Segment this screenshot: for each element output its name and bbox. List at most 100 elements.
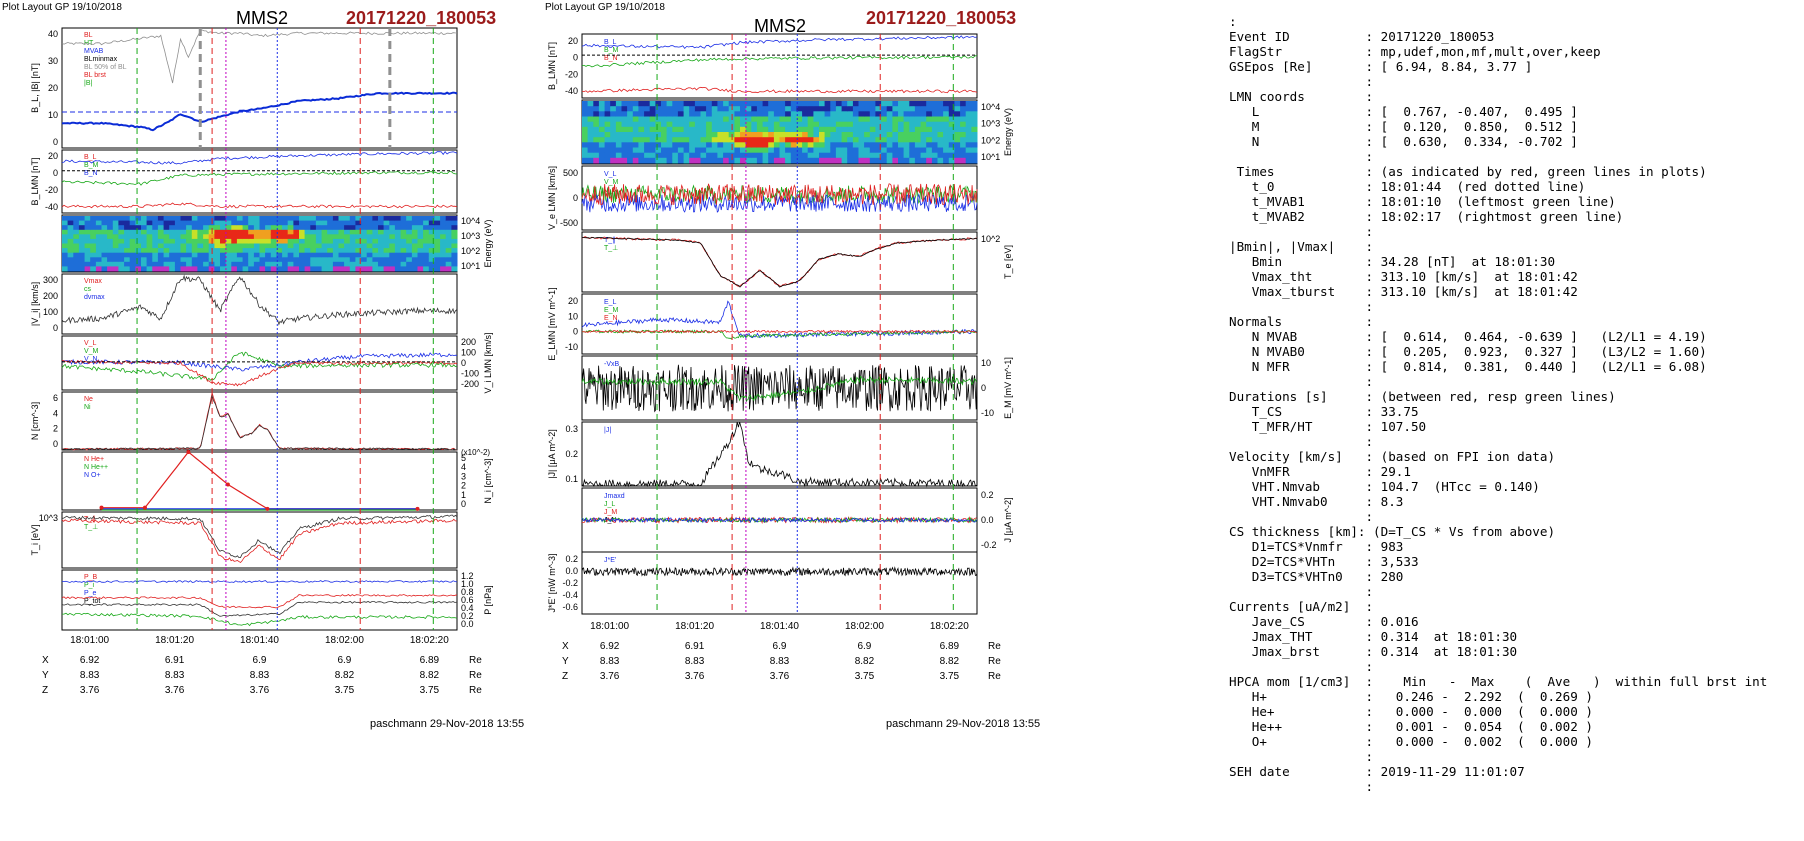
spectrogram-cell — [773, 111, 780, 117]
spectrogram-cell — [349, 238, 356, 244]
panel-frame — [61, 149, 458, 214]
spectrogram-cell — [824, 111, 831, 117]
spectrogram-cell — [824, 137, 831, 143]
y-tick-label: 0 — [573, 327, 578, 337]
spectrogram-cell — [417, 252, 424, 258]
spectrogram-cell — [943, 126, 950, 133]
spectrogram-cell — [627, 152, 634, 159]
position-unit: Re — [988, 656, 1001, 667]
spectrogram-cell — [971, 157, 978, 164]
spectrogram-cell — [931, 132, 938, 138]
spectrogram-cell — [914, 137, 921, 143]
spectrogram-cell — [400, 248, 407, 254]
spectrogram-cell — [220, 238, 227, 244]
summary-line: t_MVAB2 : 18:02:17 (rightmost green line… — [1229, 209, 1624, 224]
spectrogram-cell — [723, 157, 730, 164]
spectrogram-cell — [604, 126, 611, 133]
spectrogram-cell — [796, 111, 803, 117]
spectrogram-cell — [344, 266, 351, 272]
spectrogram-cell — [259, 252, 266, 258]
spectrogram-cell — [892, 147, 899, 154]
spectrogram-cell — [389, 229, 396, 235]
spectrogram-cell — [118, 243, 125, 249]
spectrogram-cell — [632, 132, 639, 138]
y-tick-label: 3 — [461, 471, 466, 481]
spectrogram-cell — [321, 261, 328, 267]
ion-energy-spectrogram — [62, 216, 458, 272]
spectrogram-cell — [892, 152, 899, 159]
spectrogram-cell — [768, 157, 775, 164]
spectrogram-cell — [948, 111, 955, 117]
spectrogram-cell — [621, 142, 628, 148]
legend-entry: P_B — [84, 574, 98, 581]
spectrogram-cell — [971, 132, 978, 138]
y-tick-label: 2 — [461, 481, 466, 491]
spectrogram-cell — [152, 252, 159, 258]
spectrogram-cell — [593, 101, 600, 107]
spectrogram-cell — [931, 152, 938, 159]
spectrogram-cell — [593, 111, 600, 117]
spectrogram-cell — [445, 252, 452, 258]
y-tick-label: 0 — [573, 53, 578, 63]
spectrogram-cell — [332, 234, 339, 240]
spectrogram-cell — [451, 266, 458, 272]
spectrogram-cell — [864, 142, 871, 148]
spectrogram-cell — [383, 220, 390, 226]
spectrogram-cell — [717, 152, 724, 159]
spectrogram-cell — [383, 243, 390, 249]
spectrogram-cell — [355, 257, 362, 263]
spectrogram-cell — [299, 229, 306, 235]
spectrogram-cell — [423, 266, 430, 272]
spectrogram-cell — [208, 252, 215, 258]
spectrogram-cell — [282, 216, 289, 222]
spectrogram-cell — [90, 220, 97, 226]
spectrogram-cell — [841, 142, 848, 148]
spectrogram-cell — [101, 234, 108, 240]
spectrogram-cell — [406, 234, 413, 240]
spectrogram-cell — [327, 243, 334, 249]
spectrogram-cell — [299, 234, 306, 240]
spectrogram-cell — [276, 238, 283, 244]
spectrogram-cell — [751, 111, 758, 117]
spectrogram-cell — [411, 225, 418, 231]
spectrogram-cell — [593, 121, 600, 128]
position-value: 6.92 — [80, 655, 100, 666]
spectrogram-cell — [864, 147, 871, 154]
spectrogram-cell — [62, 225, 69, 231]
position-row-label: Y — [42, 670, 49, 681]
summary-line: Jave_CS : 0.016 — [1229, 614, 1419, 629]
spectrogram-cell — [762, 132, 769, 138]
spectrogram-cell — [835, 116, 842, 123]
spectrogram-cell — [830, 126, 837, 133]
spectrogram-cell — [627, 147, 634, 154]
spectrogram-cell — [802, 152, 809, 159]
spectrogram-cell — [135, 234, 142, 240]
spectrogram-cell — [638, 137, 645, 143]
spectrogram-cell — [898, 137, 905, 143]
spectrogram-cell — [835, 111, 842, 117]
spectrogram-cell — [406, 261, 413, 267]
spectrogram-cell — [779, 157, 786, 164]
spectrogram-cell — [971, 142, 978, 148]
spectrogram-cell — [638, 111, 645, 117]
spectrogram-cell — [101, 216, 108, 222]
spectrogram-cell — [740, 157, 747, 164]
spectrogram-cell — [67, 234, 74, 240]
spectrogram-cell — [627, 106, 634, 112]
spectrogram-cell — [852, 126, 859, 133]
spectrogram-cell — [428, 266, 435, 272]
spectrogram-cell — [920, 126, 927, 133]
spectrogram-cell — [236, 252, 243, 258]
spectrogram-cell — [835, 132, 842, 138]
spectrogram-cell — [740, 126, 747, 133]
spectrogram-cell — [971, 116, 978, 123]
spectrogram-cell — [655, 157, 662, 164]
spectrogram-cell — [197, 248, 204, 254]
y-tick-label: -40 — [565, 86, 578, 96]
spectrogram-cell — [270, 234, 277, 240]
summary-line: : — [1229, 659, 1374, 674]
spectrogram-cell — [231, 238, 238, 244]
position-value: 3.76 — [600, 671, 620, 682]
spectrogram-cell — [700, 137, 707, 143]
spectrogram-cell — [847, 116, 854, 123]
